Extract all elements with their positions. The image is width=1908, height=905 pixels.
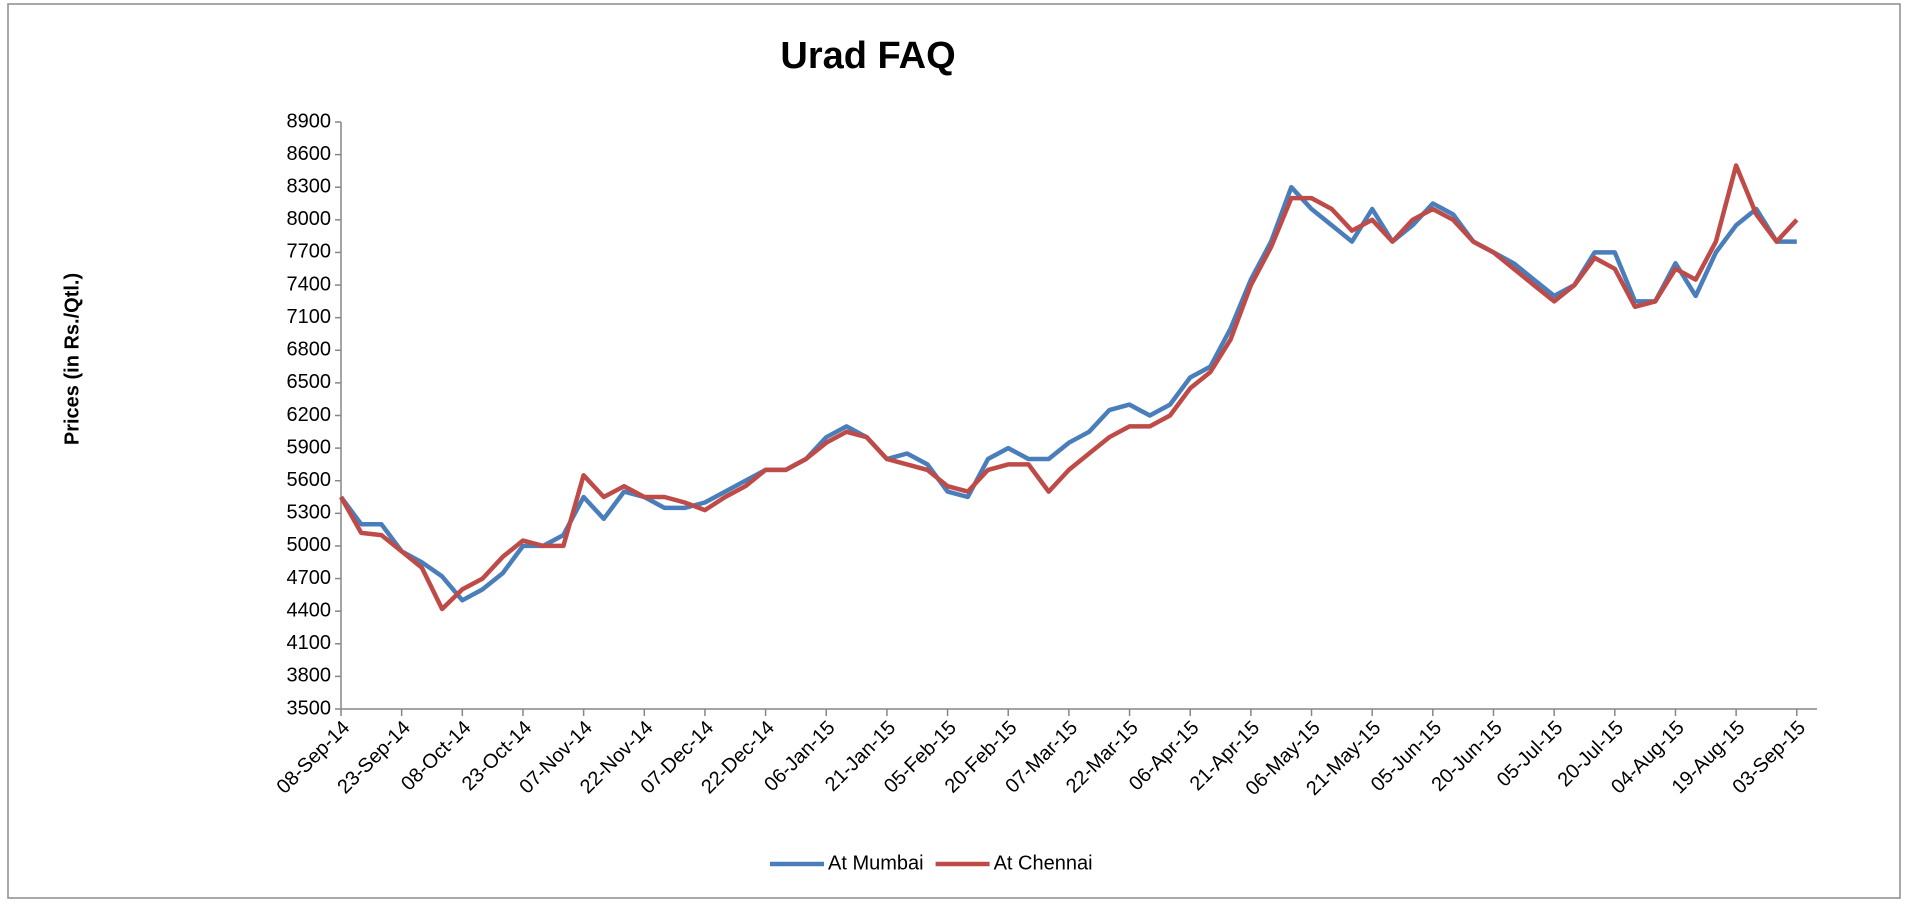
y-tick-label: 5300 [287,502,332,524]
y-tick-label: 4400 [287,599,332,621]
y-tick-label: 8300 [287,176,332,198]
y-tick-label: 8600 [287,143,332,165]
y-tick-label: 8000 [287,208,332,230]
y-axis-label: Prices (in Rs./Qtl.) [61,273,83,445]
y-tick-label: 5600 [287,469,332,491]
y-tick-label: 3500 [287,697,332,719]
y-tick-label: 6200 [287,404,332,426]
series-line [339,163,1799,612]
y-tick-label: 7400 [287,273,332,295]
y-tick-label: 4100 [287,632,332,654]
y-tick-label: 7700 [287,241,332,263]
y-tick-label: 8900 [287,110,332,132]
y-tick-label: 6500 [287,371,332,393]
legend-label: At Chennai [994,852,1093,874]
y-tick-label: 5000 [287,534,332,556]
legend-label: At Mumbai [828,852,924,874]
y-tick-label: 6800 [287,339,332,361]
y-tick-label: 3800 [287,665,332,687]
chart-border [7,3,1901,899]
series-line [339,184,1797,603]
chart-title: Urad FAQ [780,35,955,77]
y-tick-label: 5900 [287,436,332,458]
y-tick-label: 4700 [287,567,332,589]
y-tick-label: 7100 [287,306,332,328]
